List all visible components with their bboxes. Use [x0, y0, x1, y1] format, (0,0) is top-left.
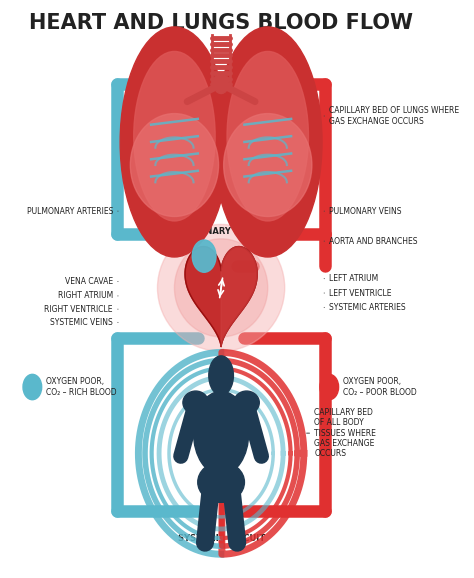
Ellipse shape — [130, 113, 219, 217]
Text: RIGHT VENTRICLE: RIGHT VENTRICLE — [45, 305, 113, 314]
Polygon shape — [221, 247, 257, 347]
Ellipse shape — [193, 391, 249, 475]
Text: AORTA AND BRANCHES: AORTA AND BRANCHES — [329, 236, 418, 246]
Polygon shape — [185, 247, 257, 347]
Ellipse shape — [198, 462, 245, 502]
Text: RIGHT ATRIUM: RIGHT ATRIUM — [58, 291, 113, 301]
Ellipse shape — [120, 27, 229, 257]
Text: OXYGEN POOR,
CO₂ – POOR BLOOD: OXYGEN POOR, CO₂ – POOR BLOOD — [343, 377, 417, 397]
Circle shape — [320, 375, 338, 400]
Ellipse shape — [209, 356, 233, 395]
Text: LEFT VENTRICLE: LEFT VENTRICLE — [329, 288, 392, 298]
Ellipse shape — [224, 113, 312, 217]
Text: SYSTEMIC ARTERIES: SYSTEMIC ARTERIES — [329, 303, 406, 312]
Text: CAPILLARY BED
OF ALL BODY
TISSUES WHERE
GAS EXCHANGE
OCCURS: CAPILLARY BED OF ALL BODY TISSUES WHERE … — [314, 408, 376, 458]
Text: PULMONARY ARTERIES: PULMONARY ARTERIES — [27, 207, 113, 216]
Ellipse shape — [213, 27, 322, 257]
Text: HEART AND LUNGS BLOOD FLOW: HEART AND LUNGS BLOOD FLOW — [29, 13, 413, 34]
Circle shape — [23, 375, 42, 400]
Text: VENA CAVAE: VENA CAVAE — [65, 277, 113, 286]
Text: CAPILLARY BED OF LUNGS WHERE
GAS EXCHANGE OCCURS: CAPILLARY BED OF LUNGS WHERE GAS EXCHANG… — [329, 106, 459, 126]
Ellipse shape — [234, 391, 259, 414]
Ellipse shape — [183, 391, 209, 414]
Text: PULMONARY CIRCUIT: PULMONARY CIRCUIT — [172, 227, 271, 236]
Text: LEFT ATRIUM: LEFT ATRIUM — [329, 274, 379, 283]
Text: PULMONARY VEINS: PULMONARY VEINS — [329, 207, 402, 216]
Ellipse shape — [134, 51, 215, 221]
Ellipse shape — [174, 239, 268, 337]
Ellipse shape — [157, 224, 285, 351]
Ellipse shape — [227, 51, 309, 221]
Circle shape — [192, 240, 216, 272]
Text: SYSTEMIC VEINS: SYSTEMIC VEINS — [50, 318, 113, 327]
Circle shape — [213, 73, 229, 94]
Text: OXYGEN POOR,
CO₂ – RICH BLOOD: OXYGEN POOR, CO₂ – RICH BLOOD — [46, 377, 117, 397]
Text: SYSTEMIC CIRCUIT: SYSTEMIC CIRCUIT — [178, 534, 264, 543]
